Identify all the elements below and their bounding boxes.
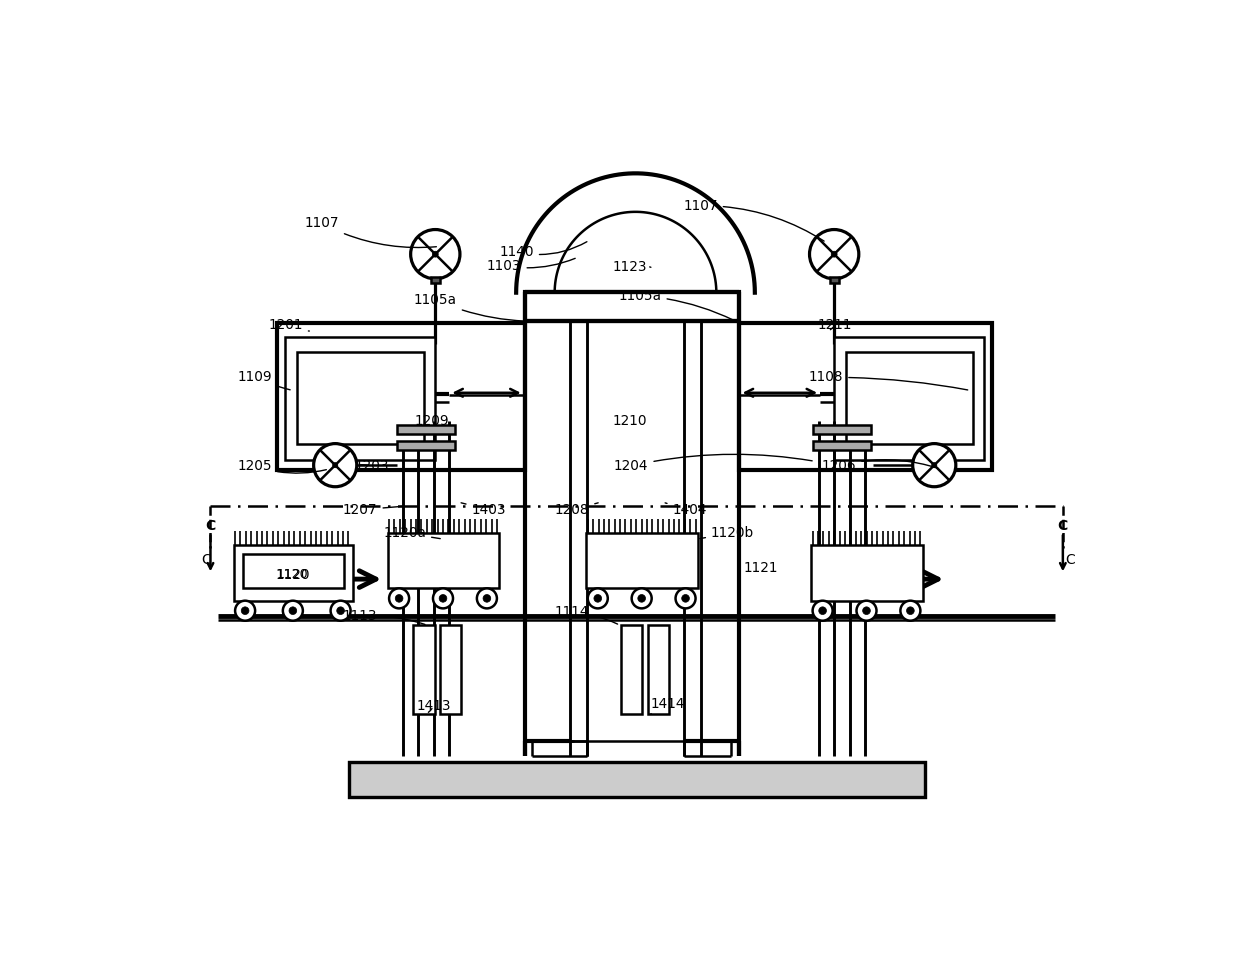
Text: 1121: 1121 xyxy=(743,560,777,575)
Circle shape xyxy=(236,600,255,621)
Text: 1201: 1201 xyxy=(268,318,309,332)
Text: 1413: 1413 xyxy=(417,699,450,713)
Circle shape xyxy=(906,607,914,615)
Text: 1109: 1109 xyxy=(237,370,290,389)
Bar xyxy=(285,337,435,460)
Bar xyxy=(440,626,461,713)
Text: 1114: 1114 xyxy=(554,605,618,624)
Text: 1206: 1206 xyxy=(822,459,937,473)
Bar xyxy=(835,337,985,460)
Text: 1211: 1211 xyxy=(818,318,852,332)
Circle shape xyxy=(631,589,652,608)
Circle shape xyxy=(242,607,249,615)
Text: 1108: 1108 xyxy=(808,370,967,390)
Circle shape xyxy=(900,600,920,621)
Bar xyxy=(243,554,343,588)
Circle shape xyxy=(289,607,296,615)
Text: 1113: 1113 xyxy=(343,609,425,625)
Circle shape xyxy=(676,589,696,608)
Circle shape xyxy=(588,589,608,608)
Bar xyxy=(350,762,925,797)
Text: 1414: 1414 xyxy=(651,697,686,713)
Text: 1120: 1120 xyxy=(277,568,309,581)
Text: C: C xyxy=(201,552,211,567)
Bar xyxy=(846,352,972,444)
Text: 1204: 1204 xyxy=(614,454,812,473)
Bar xyxy=(812,426,872,434)
Bar xyxy=(525,292,739,321)
Text: 1404: 1404 xyxy=(665,503,707,517)
Circle shape xyxy=(913,444,956,487)
Circle shape xyxy=(331,600,351,621)
Circle shape xyxy=(410,229,460,279)
Circle shape xyxy=(818,607,826,615)
Bar xyxy=(739,323,992,469)
Text: 1107: 1107 xyxy=(305,217,436,248)
Bar xyxy=(233,546,353,600)
Bar xyxy=(812,440,872,450)
Text: 1140: 1140 xyxy=(500,242,587,259)
Circle shape xyxy=(831,251,837,257)
Bar xyxy=(397,440,455,450)
Circle shape xyxy=(594,594,601,602)
Text: 1103: 1103 xyxy=(487,259,575,272)
Text: 1403: 1403 xyxy=(461,503,506,517)
Circle shape xyxy=(439,594,446,602)
Bar xyxy=(413,626,434,713)
Circle shape xyxy=(396,594,403,602)
Text: 1107: 1107 xyxy=(683,199,825,241)
Bar xyxy=(350,762,925,797)
Circle shape xyxy=(433,589,453,608)
Circle shape xyxy=(389,589,409,608)
Text: 1120b: 1120b xyxy=(699,526,754,540)
Text: 1203: 1203 xyxy=(355,459,389,473)
Text: 1123: 1123 xyxy=(613,261,651,274)
Circle shape xyxy=(810,229,859,279)
Bar xyxy=(278,323,525,469)
Text: 1105a: 1105a xyxy=(414,293,525,321)
Circle shape xyxy=(637,594,646,602)
Text: 1205: 1205 xyxy=(237,459,326,473)
Circle shape xyxy=(433,251,438,257)
Bar xyxy=(811,546,923,600)
Circle shape xyxy=(332,463,337,468)
Bar xyxy=(296,352,424,444)
Circle shape xyxy=(812,600,832,621)
Circle shape xyxy=(337,607,345,615)
Circle shape xyxy=(283,600,303,621)
Text: 1210: 1210 xyxy=(613,414,647,428)
Bar xyxy=(397,426,455,434)
Bar xyxy=(388,533,500,589)
Circle shape xyxy=(314,444,357,487)
Text: 1105a: 1105a xyxy=(619,289,733,320)
Text: 1120a: 1120a xyxy=(383,526,440,540)
Text: C: C xyxy=(1065,552,1075,567)
Text: C: C xyxy=(206,519,216,533)
Circle shape xyxy=(863,607,870,615)
Text: 1207: 1207 xyxy=(343,503,404,517)
Bar xyxy=(830,277,838,283)
Circle shape xyxy=(484,594,491,602)
Bar xyxy=(621,626,642,713)
Text: C: C xyxy=(1058,519,1068,533)
Text: 1120: 1120 xyxy=(275,568,310,583)
Circle shape xyxy=(931,463,937,468)
Circle shape xyxy=(477,589,497,608)
Bar xyxy=(587,533,698,589)
Circle shape xyxy=(857,600,877,621)
Circle shape xyxy=(682,594,689,602)
Bar xyxy=(430,277,440,283)
Text: 1209: 1209 xyxy=(414,414,449,428)
Text: 1208: 1208 xyxy=(554,503,598,517)
Bar xyxy=(647,626,670,713)
